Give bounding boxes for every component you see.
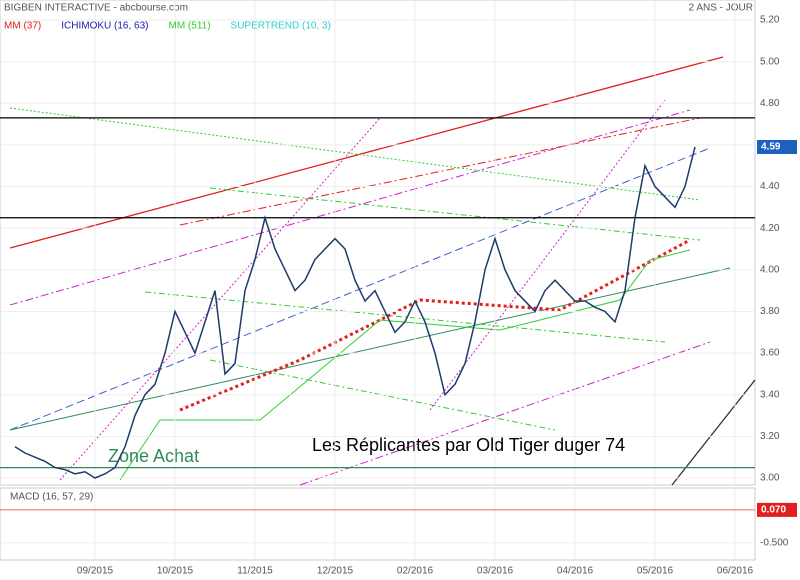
y-tick-label: 4.20 bbox=[760, 223, 780, 234]
chart-subtitle: 2 ANS - JOUR bbox=[689, 3, 753, 14]
annotation: Zone Achat bbox=[108, 446, 199, 466]
x-tick-label: 06/2016 bbox=[717, 566, 754, 577]
x-tick-label: 04/2016 bbox=[557, 566, 594, 577]
y-tick-label: 4.00 bbox=[760, 264, 780, 275]
price-line bbox=[14, 146, 696, 479]
y-tick-label: 4.40 bbox=[760, 181, 780, 192]
last-price-label: 4.59 bbox=[761, 142, 781, 153]
y-tick-label: 3.60 bbox=[760, 348, 780, 359]
y-tick-label: 5.20 bbox=[760, 15, 780, 26]
x-tick-label: 09/2015 bbox=[77, 566, 114, 577]
chart-title: BIGBEN INTERACTIVE - abcbourse.com bbox=[4, 3, 188, 14]
annotation: Les Réplicantes par Old Tiger duger 74 bbox=[312, 435, 625, 455]
x-tick-label: 10/2015 bbox=[157, 566, 194, 577]
macd-title: MACD (16, 57, 29) bbox=[10, 492, 93, 503]
macd-last-box bbox=[757, 502, 797, 517]
x-tick-label: 11/2015 bbox=[237, 566, 273, 577]
y-tick-label: 4.80 bbox=[760, 98, 780, 109]
y-tick-label: 3.80 bbox=[760, 306, 780, 317]
y-tick-label: 3.00 bbox=[760, 473, 780, 484]
y-tick-label: 3.20 bbox=[760, 431, 780, 442]
x-tick-label: 03/2016 bbox=[477, 566, 514, 577]
legend-entry: ICHIMOKU (16, 63) bbox=[61, 21, 148, 32]
macd-panel bbox=[0, 487, 756, 561]
legend-entry: SUPERTREND (10, 3) bbox=[231, 21, 331, 32]
x-tick-label: 12/2015 bbox=[317, 566, 354, 577]
x-tick-label: 02/2016 bbox=[397, 566, 434, 577]
y-tick-label: 5.00 bbox=[760, 56, 780, 67]
y-tick-label: 3.40 bbox=[760, 389, 780, 400]
legend-entry: MM (37) bbox=[4, 21, 41, 32]
last-price-box bbox=[757, 139, 797, 154]
legend-entry: MM (511) bbox=[168, 21, 210, 32]
price-panel bbox=[0, 0, 756, 486]
x-tick-label: 05/2016 bbox=[637, 566, 674, 577]
macd-last-label: 0.070 bbox=[761, 505, 786, 516]
y2-tick-label: -0.500 bbox=[760, 537, 789, 548]
